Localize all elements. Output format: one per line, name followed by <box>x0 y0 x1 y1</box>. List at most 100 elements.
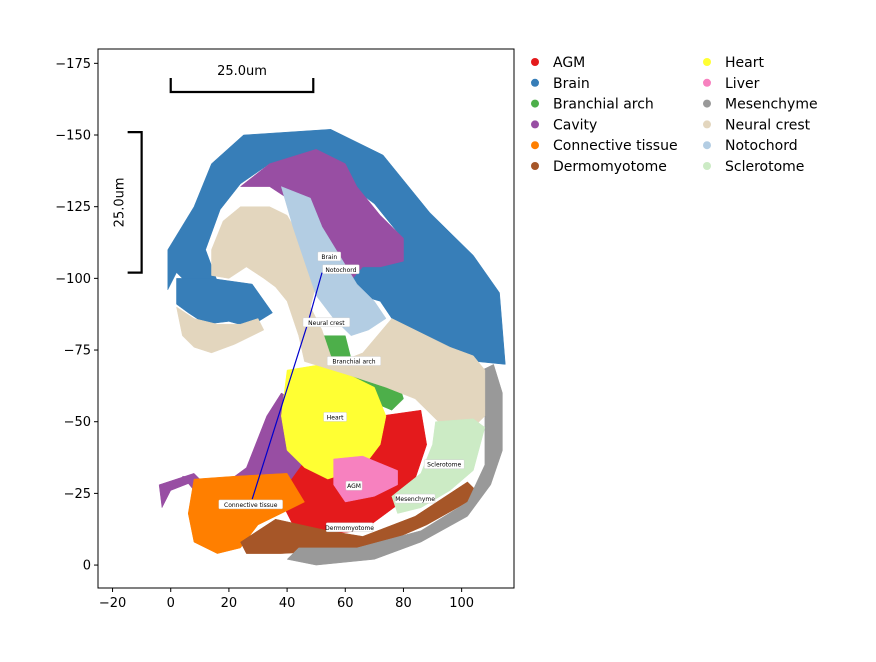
region-notochord-0 <box>280 186 387 336</box>
legend-marker <box>703 141 711 150</box>
y-tick-label: −125 <box>55 200 91 215</box>
x-tick-label: −20 <box>99 596 126 611</box>
annotation-agm: AGM <box>345 481 363 491</box>
annotation-label: Connective tissue <box>224 502 278 509</box>
annotation-label: Brain <box>321 254 337 261</box>
legend-marker <box>531 78 539 87</box>
y-tick-label: −25 <box>64 487 91 502</box>
annotation-mesenchyme: Mesenchyme <box>394 493 436 504</box>
y-tick-label: −175 <box>55 57 91 72</box>
scale-bars: 25.0um 25.0um <box>113 64 315 274</box>
legend-item-heart: Heart <box>703 55 764 71</box>
legend-item-connective-tissue: Connective tissue <box>531 138 678 154</box>
legend-label: Liver <box>725 76 760 92</box>
annotation-label: AGM <box>347 483 361 490</box>
annotation-label: Dermomyotome <box>325 525 374 532</box>
annotation-dermomyotome: Dermomyotome <box>325 522 374 532</box>
x-tick-label: 100 <box>449 596 474 611</box>
region-annotations: Brain Notochord Neural crest Branchial arch… <box>218 251 465 532</box>
legend-label: Dermomyotome <box>553 159 667 175</box>
legend-marker <box>531 120 539 129</box>
legend-item-neural-crest: Neural crest <box>703 117 811 133</box>
legend-marker <box>531 58 539 66</box>
annotation-label: Mesenchyme <box>395 496 435 503</box>
annotation-label: Heart <box>327 414 344 421</box>
legend-label: Neural crest <box>725 117 811 133</box>
legend-label: Sclerotome <box>725 159 804 175</box>
legend-item-sclerotome: Sclerotome <box>703 159 804 175</box>
legend-label: Notochord <box>725 138 798 154</box>
annotation-branchial-arch: Branchial arch <box>327 356 382 366</box>
annotation-box <box>394 493 436 504</box>
y-tick-label: −50 <box>64 415 91 430</box>
x-tick-label: 40 <box>279 596 296 611</box>
region-mesenchyme-0 <box>286 364 503 566</box>
annotation-neural-crest: Neural crest <box>302 317 350 327</box>
scale-bar-line <box>127 131 143 274</box>
legend-marker <box>531 99 539 108</box>
annotation-label: Notochord <box>325 267 356 274</box>
annotation-connective-tissue: Connective tissue <box>218 499 283 510</box>
legend-item-agm: AGM <box>531 55 585 71</box>
legend-marker <box>703 99 711 108</box>
legend-marker <box>703 58 711 66</box>
x-tick-label: 0 <box>167 596 175 611</box>
x-tick-label: 60 <box>337 596 354 611</box>
scale-bar-label: 25.0um <box>113 177 128 227</box>
legend-label: Brain <box>553 76 590 92</box>
annotation-box <box>326 522 374 532</box>
tissue-regions <box>158 129 506 566</box>
x-axis-ticks: −20 0 20 40 60 80 100 <box>99 588 474 611</box>
legend-item-liver: Liver <box>703 76 760 92</box>
x-tick-label: 80 <box>395 596 412 611</box>
scale-bar-label: 25.0um <box>217 64 267 79</box>
legend-item-dermomyotome: Dermomyotome <box>531 159 667 175</box>
legend-item-mesenchyme: Mesenchyme <box>703 97 818 113</box>
region-connective-tissue-0 <box>187 473 305 554</box>
annotation-box <box>323 412 347 422</box>
scale-bar-line <box>169 78 315 94</box>
legend-item-brain: Brain <box>531 76 590 92</box>
legend-marker <box>703 162 711 170</box>
y-tick-label: −75 <box>64 344 91 359</box>
legend-label: Cavity <box>553 117 597 133</box>
annotation-box <box>327 356 382 366</box>
x-tick-label: 20 <box>221 596 238 611</box>
annotation-box <box>424 459 465 469</box>
annotation-label: Sclerotome <box>427 462 461 469</box>
legend-label: AGM <box>553 55 585 71</box>
region-liver-0 <box>333 455 398 503</box>
y-tick-label: 0 <box>83 559 91 574</box>
annotation-label: Branchial arch <box>332 359 375 366</box>
annotation-box <box>302 317 350 327</box>
legend: AGM Brain Branchial arch Cavity Connective t… <box>531 55 818 175</box>
annotation-brain: Brain <box>317 251 341 262</box>
annotation-box <box>345 481 363 491</box>
plot-frame <box>97 48 515 589</box>
legend-marker <box>531 141 539 150</box>
annotation-heart: Heart <box>323 412 347 422</box>
annotation-box <box>218 499 283 510</box>
legend-marker <box>703 120 711 129</box>
legend-label: Connective tissue <box>553 138 678 154</box>
legend-label: Mesenchyme <box>725 97 818 113</box>
annotation-sclerotome: Sclerotome <box>424 459 465 469</box>
legend-marker <box>531 162 539 170</box>
legend-label: Heart <box>725 55 764 71</box>
scale-bar-horizontal: 25.0um <box>169 64 315 94</box>
annotation-notochord: Notochord <box>322 264 360 274</box>
scale-bar-vertical: 25.0um <box>113 131 143 274</box>
region-brain-0 <box>167 129 506 365</box>
y-tick-label: −150 <box>55 129 91 144</box>
y-axis-ticks: −175 −150 −125 −100 −75 −50 −25 0 <box>55 57 98 574</box>
y-tick-label: −100 <box>55 272 91 287</box>
legend-item-cavity: Cavity <box>531 117 597 133</box>
annotation-label: Neural crest <box>308 320 345 327</box>
annotation-box <box>317 251 341 262</box>
legend-marker <box>703 78 711 87</box>
legend-item-branchial-arch: Branchial arch <box>531 97 654 113</box>
legend-label: Branchial arch <box>553 97 654 113</box>
region-neural-crest-1 <box>176 306 265 354</box>
annotation-box <box>322 264 360 274</box>
